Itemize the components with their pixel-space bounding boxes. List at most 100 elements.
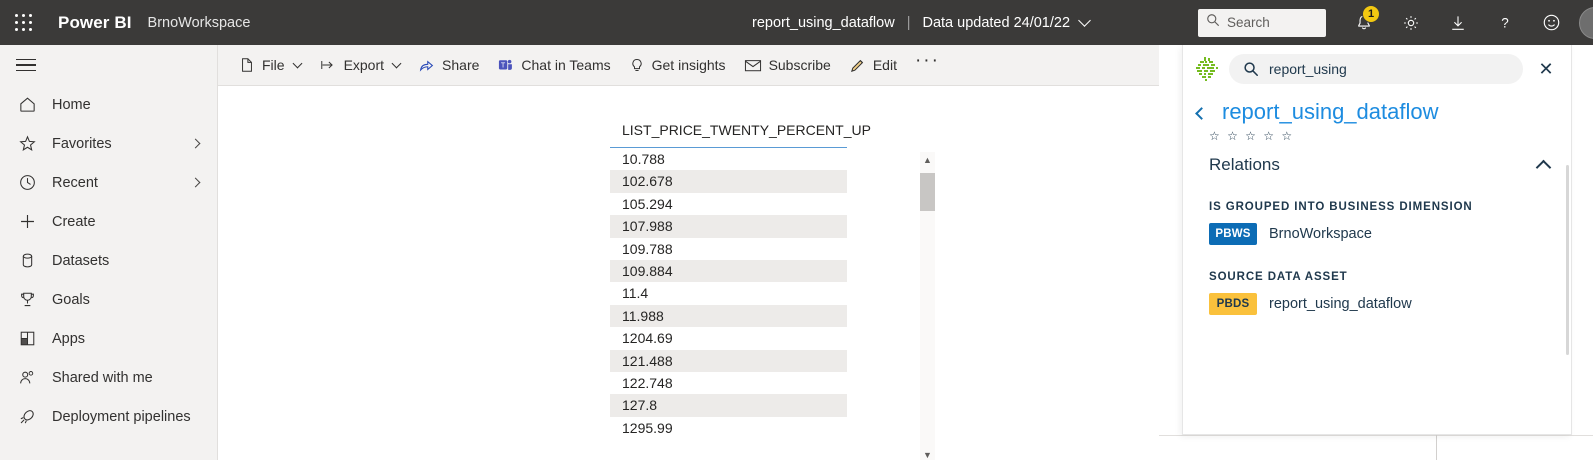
- trophy-icon: [16, 289, 38, 311]
- table-row[interactable]: 109.884: [610, 259, 847, 283]
- related-asset-name[interactable]: BrnoWorkspace: [1269, 226, 1372, 242]
- lightbulb-icon: [629, 57, 645, 74]
- toolbar-edit-button[interactable]: Edit: [840, 45, 906, 86]
- toolbar-get-insights-button[interactable]: Get insights: [620, 45, 735, 86]
- table-visual: LIST_PRICE_TWENTY_PERCENT_UP 10.788 102.…: [610, 116, 940, 460]
- report-toolbar: File Export Share T Chat in Teams: [218, 45, 1159, 86]
- settings-gear-icon[interactable]: [1387, 0, 1434, 45]
- chevron-right-icon[interactable]: [190, 138, 201, 149]
- table-row[interactable]: 127.8: [610, 394, 847, 417]
- notifications-icon[interactable]: 1: [1340, 0, 1387, 45]
- svg-text:T: T: [501, 61, 506, 69]
- download-icon[interactable]: [1434, 0, 1481, 45]
- back-chevron-icon[interactable]: [1195, 106, 1208, 120]
- apps-grid-icon: [16, 328, 38, 350]
- help-question-icon[interactable]: ?: [1481, 0, 1528, 45]
- sidebar-item-recent[interactable]: Recent: [0, 163, 217, 202]
- rating-stars[interactable]: ☆ ☆ ☆ ☆ ☆: [1209, 129, 1295, 143]
- header-actions: Search 1 ?: [1198, 0, 1593, 45]
- report-title-group: report_using_dataflow | Data updated 24/…: [752, 0, 1091, 45]
- feedback-smiley-icon[interactable]: [1528, 0, 1575, 45]
- more-dots-icon: ···: [914, 50, 940, 71]
- toolbar-item-label: Chat in Teams: [521, 57, 611, 73]
- scrollbar-thumb[interactable]: [920, 173, 935, 211]
- sidebar-item-label: Goals: [52, 291, 90, 308]
- toolbar-item-label: Edit: [872, 57, 897, 73]
- flyout-search-input[interactable]: report_using: [1229, 54, 1523, 84]
- plus-icon: [16, 211, 38, 233]
- table-row[interactable]: 122.748: [622, 374, 673, 391]
- chevron-down-icon[interactable]: ▼: [923, 449, 932, 460]
- relation-group-label: SOURCE DATA ASSET: [1209, 271, 1348, 283]
- table-column-header[interactable]: LIST_PRICE_TWENTY_PERCENT_UP: [610, 116, 871, 148]
- toolbar-chat-in-teams-button[interactable]: T Chat in Teams: [488, 45, 619, 86]
- star-icon: [16, 133, 38, 155]
- title-separator: |: [906, 14, 911, 31]
- flyout-search-value: report_using: [1269, 61, 1347, 77]
- flyout-asset-title[interactable]: report_using_dataflow: [1222, 99, 1439, 124]
- sidebar-item-create[interactable]: Create: [0, 202, 217, 241]
- asset-type-pill: PBWS: [1209, 223, 1257, 245]
- table-row[interactable]: 102.678: [610, 170, 847, 193]
- sidebar-item-apps[interactable]: Apps: [0, 319, 217, 358]
- data-updated-label[interactable]: Data updated 24/01/22: [922, 14, 1071, 31]
- related-asset-row[interactable]: PBDS report_using_dataflow: [1183, 283, 1571, 315]
- table-row[interactable]: 109.788: [622, 240, 673, 257]
- report-canvas: LIST_PRICE_TWENTY_PERCENT_UP 10.788 102.…: [218, 86, 1159, 460]
- sidebar-item-home[interactable]: Home: [0, 85, 217, 124]
- toolbar-export-button[interactable]: Export: [310, 45, 409, 86]
- toolbar-item-label: Subscribe: [768, 57, 831, 73]
- toolbar-share-button[interactable]: Share: [409, 45, 488, 86]
- chevron-right-icon[interactable]: [190, 177, 201, 188]
- related-asset-name[interactable]: report_using_dataflow: [1269, 296, 1412, 312]
- report-name[interactable]: report_using_dataflow: [752, 14, 895, 31]
- workspace-name[interactable]: BrnoWorkspace: [147, 14, 251, 31]
- vertical-divider: [1436, 435, 1437, 460]
- table-row[interactable]: 11.4: [622, 285, 649, 302]
- hamburger-menu-icon[interactable]: [0, 45, 217, 85]
- waffle-icon[interactable]: [0, 0, 48, 45]
- sidebar-item-deployment-pipelines[interactable]: Deployment pipelines: [0, 397, 217, 436]
- user-avatar[interactable]: [1579, 6, 1593, 39]
- toolbar-subscribe-button[interactable]: Subscribe: [735, 45, 840, 86]
- sidebar-item-goals[interactable]: Goals: [0, 280, 217, 319]
- chevron-down-icon[interactable]: [1078, 14, 1091, 27]
- table-vertical-scrollbar[interactable]: ▲ ▼: [920, 152, 935, 460]
- toolbar-item-label: Get insights: [651, 57, 726, 73]
- flyout-header: report_using ✕: [1183, 45, 1571, 93]
- close-icon[interactable]: ✕: [1538, 58, 1554, 79]
- toolbar-item-label: Export: [343, 57, 385, 73]
- related-asset-row[interactable]: PBWS BrnoWorkspace: [1183, 213, 1571, 245]
- sidebar-item-label: Recent: [52, 174, 98, 191]
- flyout-scrollbar[interactable]: [1566, 165, 1569, 355]
- sidebar-item-label: Shared with me: [52, 369, 153, 386]
- table-row[interactable]: 105.294: [622, 195, 673, 212]
- table-row[interactable]: 107.988: [610, 215, 847, 238]
- table-body: 10.788 102.678 105.294 107.988 109.788 1…: [610, 148, 940, 439]
- svg-text:?: ?: [1501, 15, 1509, 30]
- toolbar-item-label: Share: [442, 57, 480, 73]
- brand-title[interactable]: Power BI: [58, 12, 132, 32]
- table-row[interactable]: 1204.69: [622, 330, 673, 347]
- relations-section-header[interactable]: Relations: [1183, 143, 1571, 175]
- chevron-up-icon[interactable]: [1535, 159, 1552, 175]
- search-icon: [1206, 13, 1220, 32]
- table-row[interactable]: 11.988: [610, 304, 847, 328]
- toolbar-file-button[interactable]: File: [230, 45, 310, 86]
- table-row[interactable]: 1295.99: [622, 419, 673, 436]
- sidebar-item-favorites[interactable]: Favorites: [0, 124, 217, 163]
- toolbar-more-button[interactable]: ···: [906, 45, 949, 86]
- table-row[interactable]: 10.788: [622, 151, 665, 167]
- chevron-down-icon[interactable]: [292, 58, 303, 69]
- sidebar-item-datasets[interactable]: Datasets: [0, 241, 217, 280]
- chevron-up-icon[interactable]: ▲: [923, 154, 932, 165]
- collibra-logo-icon: [1193, 55, 1221, 83]
- asset-details-flyout: report_using ✕ report_using_dataflow ☆ ☆…: [1182, 45, 1572, 435]
- export-icon: [319, 57, 337, 73]
- table-row[interactable]: 121.488: [610, 349, 847, 372]
- sidebar-item-shared-with-me[interactable]: Shared with me: [0, 358, 217, 397]
- sidebar-item-label: Create: [52, 213, 96, 230]
- chevron-down-icon[interactable]: [391, 58, 402, 69]
- search-input[interactable]: Search: [1198, 8, 1326, 37]
